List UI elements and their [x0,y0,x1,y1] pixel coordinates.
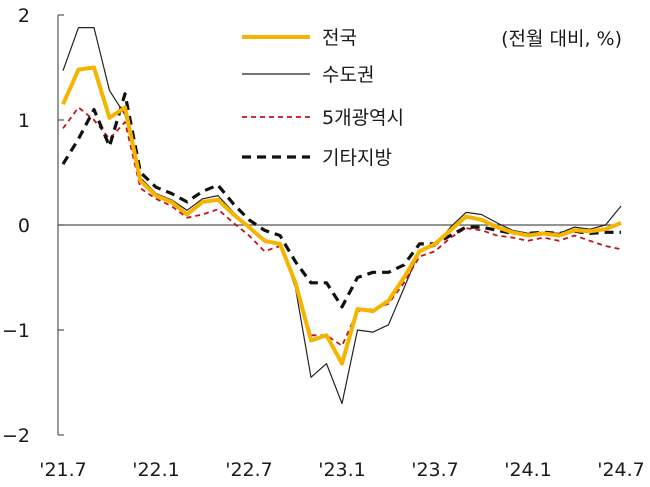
legend-label-2: 수도권 [322,64,374,86]
y-tick-label: −1 [2,320,30,342]
y-tick-label: 1 [18,110,30,132]
chart-series-lines [61,27,622,405]
unit-note: (전월 대비, %) [501,28,622,50]
legend-label-1: 전국 [322,27,357,49]
x-tick-label: '24.1 [504,459,552,481]
series-line-4 [61,92,621,309]
x-tick-label: '23.7 [411,459,459,481]
x-tick-label: '22.7 [225,459,273,481]
series-line-3 [62,106,622,347]
series-line-1 [61,65,622,366]
x-tick-label: '23.1 [318,459,366,481]
legend-label-3: 5개광역시 [322,107,404,129]
x-tick-label: '22.1 [132,459,180,481]
y-tick-label: 2 [18,5,30,27]
x-tick-label: '21.7 [39,459,87,481]
y-tick-label: −2 [2,425,30,447]
chart-axes: 2 1 0 −1 −2 '21.7 '22.1 '22.7 '23.1 '23.7 '24.1 '24… [2,5,645,481]
x-tick-label: '24.7 [597,459,645,481]
y-tick-label: 0 [18,215,30,237]
legend-label-4: 기타지방 [322,147,392,169]
